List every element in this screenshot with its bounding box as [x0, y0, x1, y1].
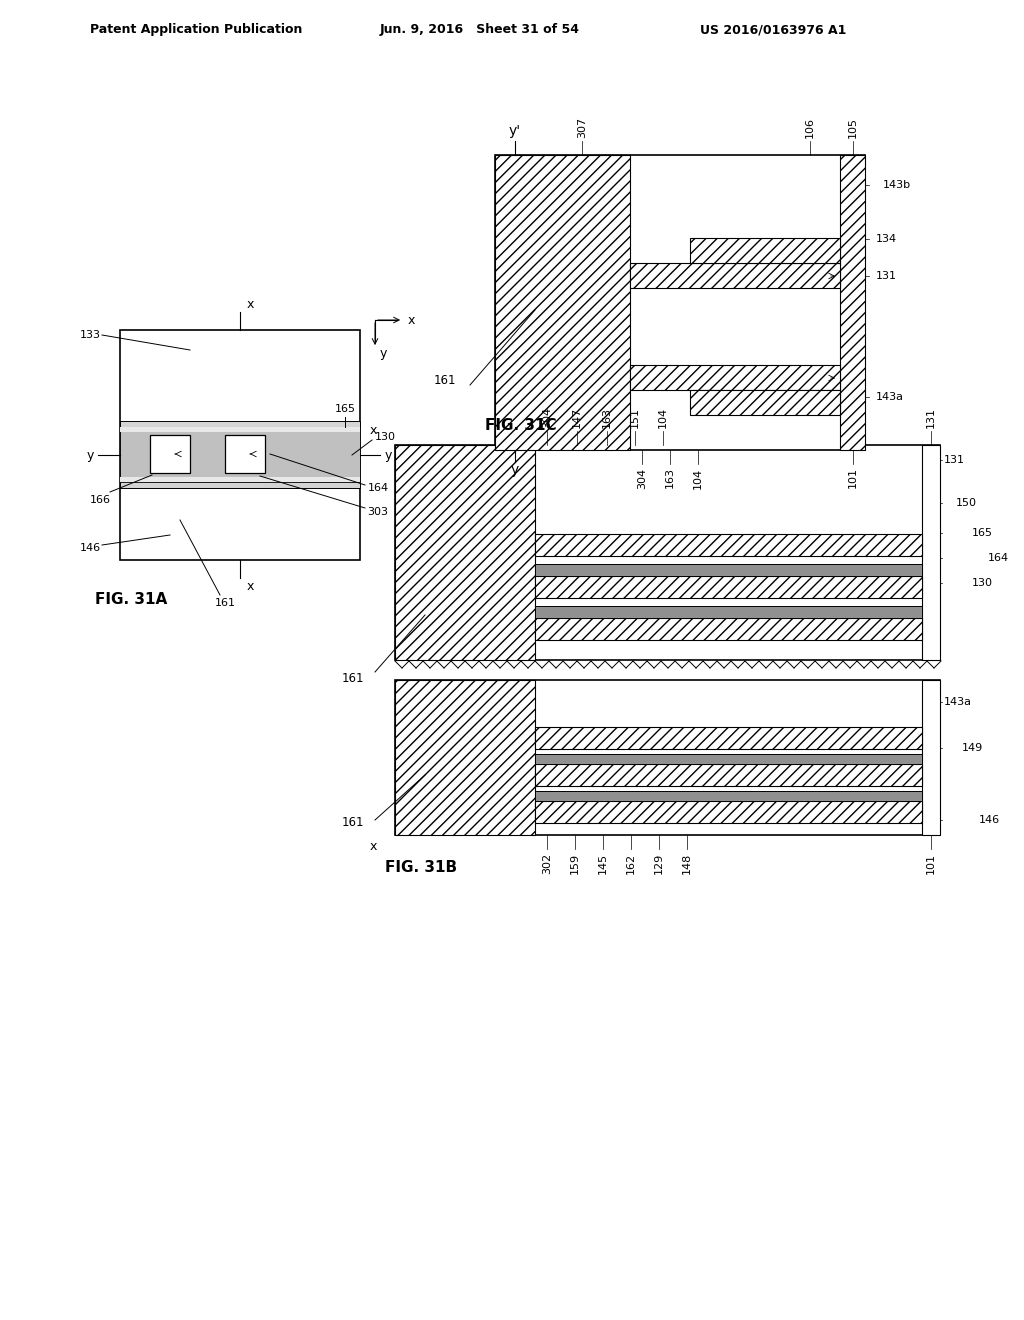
- Text: x: x: [370, 425, 377, 437]
- Text: 165: 165: [335, 404, 355, 414]
- Text: 162: 162: [626, 853, 636, 874]
- Bar: [535, 680, 922, 836]
- Text: 163: 163: [602, 407, 612, 428]
- Text: 161: 161: [214, 598, 236, 609]
- Bar: [120, 426, 360, 432]
- Bar: [495, 154, 630, 450]
- Text: y: y: [384, 449, 392, 462]
- Bar: [630, 288, 840, 366]
- Bar: [535, 618, 922, 640]
- Text: 104: 104: [693, 467, 703, 488]
- Bar: [395, 445, 940, 660]
- Bar: [630, 263, 840, 288]
- Text: 161: 161: [342, 672, 365, 685]
- Text: 302: 302: [542, 853, 552, 874]
- Text: x: x: [247, 579, 254, 593]
- Text: 161: 161: [342, 817, 365, 829]
- Text: 131: 131: [876, 271, 897, 281]
- Bar: [150, 436, 190, 473]
- Text: 143a: 143a: [944, 697, 972, 708]
- Text: 146: 146: [979, 814, 1000, 825]
- Text: 149: 149: [962, 743, 983, 752]
- Text: 105: 105: [848, 116, 858, 137]
- Text: 163: 163: [665, 467, 675, 488]
- Text: 303: 303: [368, 507, 388, 517]
- Bar: [630, 366, 840, 389]
- Bar: [395, 680, 535, 836]
- Bar: [495, 154, 865, 450]
- Text: 164: 164: [988, 553, 1009, 564]
- Bar: [120, 426, 360, 482]
- Text: 147: 147: [572, 407, 582, 428]
- Text: FIG. 31B: FIG. 31B: [385, 859, 457, 874]
- Text: x: x: [370, 841, 377, 854]
- Text: 134: 134: [876, 234, 897, 244]
- Text: x: x: [247, 297, 254, 310]
- Text: 131: 131: [944, 455, 965, 465]
- Text: 130: 130: [972, 578, 993, 587]
- Bar: [535, 764, 922, 785]
- Text: Jun. 9, 2016   Sheet 31 of 54: Jun. 9, 2016 Sheet 31 of 54: [380, 24, 580, 37]
- Text: 131: 131: [926, 407, 936, 428]
- Bar: [535, 564, 922, 576]
- Text: 106: 106: [805, 116, 815, 137]
- Text: 148: 148: [682, 853, 692, 874]
- Text: 151: 151: [630, 407, 640, 428]
- Text: y: y: [511, 463, 519, 477]
- Text: y: y: [86, 449, 93, 462]
- Text: FIG. 31C: FIG. 31C: [485, 417, 557, 433]
- Text: y: y: [379, 347, 387, 360]
- Text: 129: 129: [654, 853, 664, 874]
- Text: 159: 159: [570, 853, 580, 874]
- Bar: [535, 801, 922, 822]
- Bar: [535, 445, 922, 660]
- Text: 143a: 143a: [876, 392, 904, 403]
- Text: 304: 304: [542, 407, 552, 428]
- Text: 304: 304: [637, 467, 647, 488]
- Text: 146: 146: [80, 543, 100, 553]
- Bar: [395, 680, 940, 836]
- Text: 101: 101: [926, 853, 936, 874]
- Bar: [690, 238, 840, 263]
- Text: 307: 307: [577, 116, 587, 137]
- Text: FIG. 31A: FIG. 31A: [95, 593, 167, 607]
- Text: 101: 101: [848, 467, 858, 488]
- Bar: [395, 445, 535, 660]
- Bar: [120, 330, 360, 560]
- Text: 130: 130: [375, 432, 395, 442]
- Bar: [690, 389, 840, 414]
- Text: x: x: [408, 314, 415, 326]
- Bar: [225, 436, 265, 473]
- Bar: [535, 576, 922, 598]
- Bar: [535, 754, 922, 764]
- Text: Patent Application Publication: Patent Application Publication: [90, 24, 302, 37]
- Bar: [120, 421, 360, 488]
- Text: 145: 145: [598, 853, 608, 874]
- Bar: [922, 680, 940, 836]
- Bar: [535, 606, 922, 618]
- Text: 161: 161: [434, 374, 457, 387]
- Bar: [535, 791, 922, 801]
- Text: 166: 166: [89, 495, 111, 506]
- Text: y': y': [509, 124, 521, 139]
- Text: 150: 150: [956, 498, 977, 508]
- Text: 164: 164: [368, 483, 388, 492]
- Text: 133: 133: [80, 330, 100, 341]
- Bar: [922, 445, 940, 660]
- Bar: [535, 535, 922, 556]
- Text: 104: 104: [658, 407, 668, 428]
- Bar: [120, 477, 360, 482]
- Text: US 2016/0163976 A1: US 2016/0163976 A1: [700, 24, 847, 37]
- Text: 165: 165: [972, 528, 993, 539]
- Bar: [840, 154, 865, 450]
- Bar: [535, 727, 922, 748]
- Text: 143b: 143b: [883, 180, 911, 190]
